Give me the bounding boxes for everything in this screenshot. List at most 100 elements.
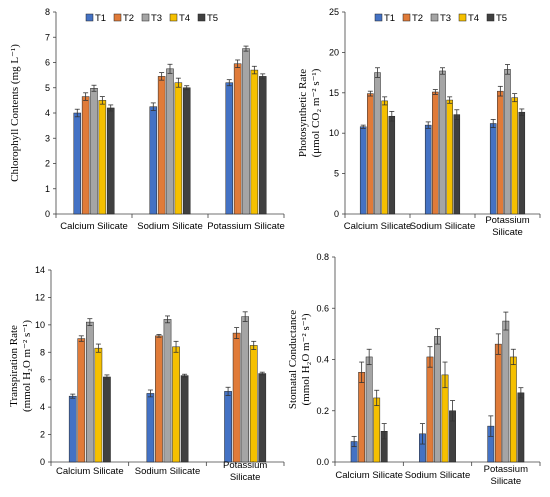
legend-label-t1: T1 (384, 13, 395, 24)
bar-t5-1 (182, 87, 191, 215)
y-tick-label: 14 (35, 265, 45, 275)
bar-t3-2 (242, 48, 250, 215)
y-tick-label: 0 (45, 209, 50, 219)
y-tick-label: 5 (45, 83, 50, 93)
y-tick-label: 2 (40, 430, 45, 440)
bar-t1-2 (489, 123, 497, 215)
y-tick-label: 12 (35, 292, 45, 302)
bar-t5-0 (103, 376, 111, 463)
y-tick-label: 6 (45, 58, 50, 68)
legend-label-t4: T4 (179, 13, 190, 24)
bar-t5-1 (180, 375, 189, 463)
category-label: Calcium Silicate (56, 466, 124, 477)
category-label: Sodium Silicate (405, 470, 470, 481)
bar-t5-0 (388, 115, 396, 215)
bar-t4-2 (249, 345, 258, 463)
y-tick-label: 0 (334, 209, 339, 219)
bar-t3-0 (365, 356, 373, 463)
bar-t2-0 (77, 338, 86, 463)
legend-label-t5: T5 (207, 13, 218, 24)
bar-t4-2 (250, 69, 259, 215)
bar-t4-1 (446, 99, 453, 215)
y-tick-label: 0.0 (316, 457, 329, 467)
bar-t4-2 (511, 97, 518, 215)
category-label: Sodium Silicate (137, 221, 202, 232)
bar-t1-1 (146, 393, 155, 463)
chart-stomatal: 0.0 0.2 0.4 0.6 0.8 Calcium Silicate Sodium Si… (287, 252, 541, 487)
bar-t5-1 (453, 114, 461, 215)
y-tick-label: 4 (40, 402, 45, 412)
bar-t5-2 (258, 373, 267, 463)
bar-t2-1 (432, 91, 439, 215)
bar-t3-0 (85, 321, 94, 463)
bar-t5-0 (106, 107, 115, 215)
y-tick-label: 3 (45, 133, 50, 143)
legend-swatch-t5 (486, 13, 495, 22)
y-tick-label: 7 (45, 32, 50, 42)
category-label: Potassium Silicate (484, 464, 528, 487)
y-tick-label: 0.8 (316, 252, 329, 262)
bar-t1-1 (149, 106, 158, 215)
legend-swatch-t2 (402, 13, 411, 22)
legend-label-t4: T4 (468, 13, 479, 24)
y-tick-label: 8 (45, 7, 50, 17)
bar-t2-2 (494, 343, 502, 463)
category-label: Potassium Silicate (207, 221, 285, 232)
y-tick-label: 0.2 (316, 406, 329, 416)
category-label: Calcium Silicate (335, 470, 403, 481)
y-axis-label: Stomatal Conductance(mmol H₂O m⁻² s⁻¹) (287, 310, 312, 409)
legend-label-t3: T3 (151, 13, 162, 24)
bar-t1-2 (225, 82, 234, 215)
y-tick-label: 6 (40, 375, 45, 385)
category-label: Potassium Silicate (485, 215, 529, 238)
bar-t1-0 (73, 112, 82, 215)
bar-t3-2 (502, 320, 510, 463)
legend-swatch-t1 (85, 13, 94, 22)
bar-t3-1 (163, 319, 172, 463)
legend-swatch-t2 (113, 13, 122, 22)
y-tick-label: 8 (40, 347, 45, 357)
legend-swatch-t4 (458, 13, 467, 22)
category-label: Calcium Silicate (344, 221, 412, 232)
legend-label-t2: T2 (412, 13, 423, 24)
y-tick-label: 5 (334, 169, 339, 179)
y-tick-label: 10 (35, 320, 45, 330)
y-tick-label: 0.6 (316, 303, 329, 313)
bar-t3-0 (374, 72, 381, 215)
bar-t4-0 (94, 347, 103, 463)
category-label: Calcium Silicate (60, 221, 128, 232)
bar-t2-1 (155, 335, 163, 463)
bar-t3-0 (90, 88, 98, 215)
bar-t2-2 (497, 90, 504, 215)
legend-label-t5: T5 (496, 13, 507, 24)
y-tick-label: 4 (45, 108, 50, 118)
bar-t2-1 (426, 356, 434, 463)
bar-t2-1 (157, 76, 166, 215)
bar-t4-2 (509, 356, 517, 463)
legend-label-t1: T1 (95, 13, 106, 24)
bar-t1-0 (68, 395, 77, 463)
legend-label-t2: T2 (123, 13, 134, 24)
legend-swatch-t5 (197, 13, 206, 22)
y-tick-label: 25 (329, 7, 339, 17)
bar-t5-2 (518, 111, 526, 215)
chart-transpiration: 0 2 4 6 8 10 12 14 Calcium Silicate Sodium Silica… (8, 265, 285, 483)
legend-swatch-t3 (141, 13, 150, 22)
bar-t3-1 (166, 68, 174, 215)
bar-t4-0 (373, 397, 381, 463)
legend-swatch-t4 (169, 13, 178, 22)
bar-t4-0 (98, 100, 107, 215)
bar-t4-1 (172, 346, 180, 463)
bar-t1-1 (424, 124, 432, 215)
category-label: Sodium Silicate (135, 466, 200, 477)
legend-label-t3: T3 (440, 13, 451, 24)
bar-t3-2 (504, 69, 511, 215)
category-label: Potassium Silicate (223, 460, 267, 483)
bar-t5-2 (258, 76, 267, 215)
y-tick-label: 0.4 (316, 355, 329, 365)
legend-swatch-t3 (430, 13, 439, 22)
bar-t1-2 (224, 391, 232, 463)
bar-t3-1 (434, 336, 441, 463)
y-tick-label: 0 (40, 457, 45, 467)
